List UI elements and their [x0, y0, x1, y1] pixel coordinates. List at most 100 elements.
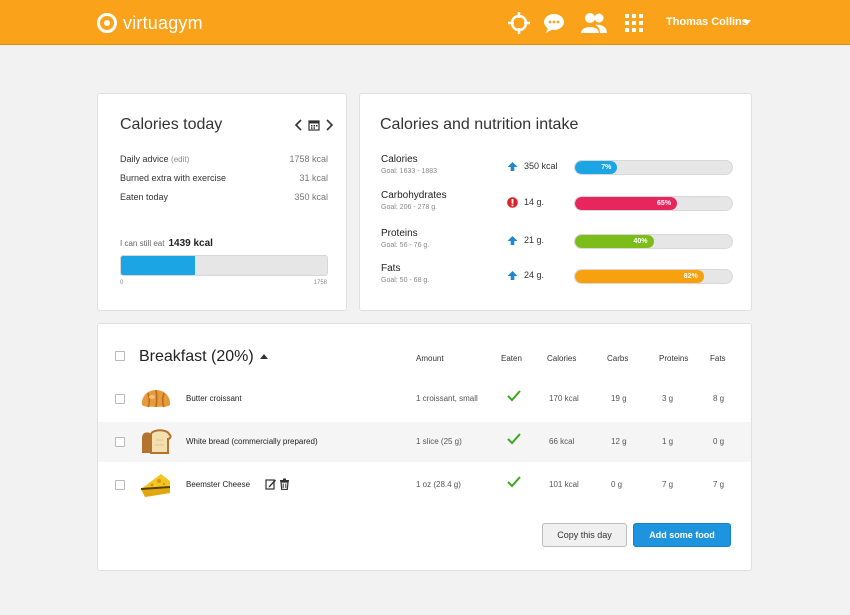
nutrient-progress-bar: 65%	[574, 196, 733, 211]
eaten-check-icon[interactable]	[507, 476, 521, 488]
collapse-meal-caret-icon[interactable]	[260, 354, 268, 359]
up-arrow-icon	[507, 271, 518, 280]
remaining-calories-bar-fill	[121, 256, 196, 275]
nutrient-goal: Goal: 206 - 278 g.	[381, 204, 438, 211]
food-select-checkbox[interactable]	[115, 480, 125, 490]
eaten-today-label: Eaten today	[120, 192, 169, 202]
apps-grid-icon[interactable]	[624, 11, 644, 35]
column-header-proteins: Proteins	[659, 354, 689, 363]
column-header-eaten: Eaten	[501, 354, 522, 363]
food-calories: 66 kcal	[549, 437, 575, 446]
remaining-calories-bar	[120, 255, 328, 276]
food-select-checkbox[interactable]	[115, 394, 125, 404]
user-name[interactable]: Thomas Collins	[666, 16, 748, 28]
column-header-fats: Fats	[710, 354, 726, 363]
food-name[interactable]: Beemster Cheese	[186, 480, 251, 489]
burned-extra-row: Burned extra with exercise 31 kcal	[120, 173, 328, 183]
user-menu-caret-icon[interactable]	[743, 20, 751, 25]
nutrient-goal: Goal: 50 - 68 g.	[381, 277, 430, 284]
logo-ring-icon	[97, 13, 117, 33]
meal-title: Breakfast (20%)	[139, 348, 254, 365]
food-row[interactable]: Beemster Cheese 1 oz (28.4 g) 101 kcal 0 g 7…	[98, 465, 751, 505]
food-fats: 0 g	[713, 437, 725, 446]
nutrient-amount: 350 kcal	[524, 161, 558, 171]
food-amount: 1 slice (25 g)	[416, 437, 462, 446]
food-carbs: 0 g	[611, 480, 623, 489]
brand-name: virtuagym	[123, 12, 203, 33]
food-amount: 1 croissant, small	[416, 394, 478, 403]
nutrient-name: Proteins	[381, 228, 418, 239]
date-navigation	[294, 119, 334, 131]
nutrient-progress-bar: 82%	[574, 269, 733, 284]
up-arrow-icon	[507, 162, 518, 171]
bar-max-label: 1758	[313, 280, 327, 286]
eaten-check-icon[interactable]	[507, 433, 521, 445]
daily-advice-label: Daily advice	[120, 154, 169, 164]
nutrient-progress-fill: 65%	[575, 197, 678, 210]
meal-select-all-checkbox[interactable]	[115, 351, 125, 361]
burned-extra-label: Burned extra with exercise	[120, 173, 227, 183]
food-proteins: 3 g	[662, 394, 674, 403]
bar-min-label: 0	[120, 280, 124, 286]
breakfast-meal-card: Breakfast (20%) Amount Eaten Calories Ca…	[97, 323, 752, 571]
edit-daily-advice-link[interactable]: (edit)	[171, 155, 190, 164]
nutrient-percent-label: 82%	[683, 273, 698, 280]
users-icon[interactable]	[580, 11, 608, 35]
can-still-eat-label: I can still eat	[120, 239, 165, 248]
food-fats: 7 g	[713, 480, 725, 489]
nutrient-name: Carbohydrates	[381, 190, 447, 201]
nutrient-progress-fill: 7%	[575, 161, 618, 174]
eaten-today-value: 350 kcal	[294, 192, 328, 202]
chat-icon[interactable]	[542, 11, 566, 35]
chevron-right-icon[interactable]	[324, 119, 334, 131]
copy-this-day-button[interactable]: Copy this day	[542, 523, 627, 547]
food-carbs: 12 g	[611, 437, 627, 446]
nutrient-progress-bar: 40%	[574, 234, 733, 249]
nutrition-row: Calories Goal: 1633 - 1883 350 kcal 7%	[381, 154, 733, 184]
food-proteins: 7 g	[662, 480, 674, 489]
column-header-carbs: Carbs	[607, 354, 629, 363]
column-header-amount: Amount	[416, 354, 444, 363]
food-proteins: 1 g	[662, 437, 674, 446]
food-calories: 101 kcal	[549, 480, 579, 489]
edit-icon[interactable]	[265, 478, 276, 490]
croissant-icon	[141, 389, 171, 408]
nutrition-row: Proteins Goal: 56 - 76 g. 21 g. 40%	[381, 228, 733, 258]
food-carbs: 19 g	[611, 394, 627, 403]
nutrient-progress-bar: 7%	[574, 160, 733, 175]
food-name[interactable]: Butter croissant	[186, 394, 242, 403]
eaten-today-row: Eaten today 350 kcal	[120, 192, 328, 202]
eaten-check-icon[interactable]	[507, 390, 521, 402]
trash-icon[interactable]	[279, 478, 290, 490]
add-some-food-button[interactable]: Add some food	[633, 523, 731, 547]
burned-extra-value: 31 kcal	[299, 173, 328, 183]
food-row[interactable]: White bread (commercially prepared) 1 sli…	[98, 422, 751, 462]
nutrient-goal: Goal: 56 - 76 g.	[381, 242, 430, 249]
food-row[interactable]: Butter croissant 1 croissant, small 170 kc…	[98, 379, 751, 419]
top-bar: virtuagym Thomas Collins	[0, 0, 850, 45]
nutrient-percent-label: 65%	[657, 200, 672, 207]
nutrient-amount: 24 g.	[524, 270, 545, 280]
nutrient-name: Calories	[381, 154, 418, 165]
nutrition-intake-card: Calories and nutrition intake Calories Go…	[359, 93, 752, 311]
nutrient-percent-label: 40%	[633, 238, 648, 245]
virtuagym-logo[interactable]: virtuagym	[97, 12, 203, 34]
calories-today-card: Calories today Daily advice (edit) 1758 …	[97, 93, 347, 311]
nutrient-progress-fill: 82%	[575, 270, 704, 283]
daily-advice-row: Daily advice (edit) 1758 kcal	[120, 154, 328, 164]
nutrient-goal: Goal: 1633 - 1883	[381, 168, 438, 175]
crosshair-icon[interactable]	[507, 11, 531, 35]
food-name[interactable]: White bread (commercially prepared)	[186, 437, 318, 446]
food-select-checkbox[interactable]	[115, 437, 125, 447]
food-calories: 170 kcal	[549, 394, 579, 403]
nutrient-amount: 21 g.	[524, 235, 545, 245]
nutrient-progress-fill: 40%	[575, 235, 654, 248]
bread-icon	[142, 429, 172, 454]
nutrition-intake-title: Calories and nutrition intake	[380, 116, 579, 133]
chevron-left-icon[interactable]	[294, 119, 304, 131]
calendar-icon[interactable]	[308, 119, 320, 131]
column-header-calories: Calories	[547, 354, 577, 363]
nutrient-name: Fats	[381, 263, 401, 274]
nutrition-row: Carbohydrates Goal: 206 - 278 g. 14 g. 65%	[381, 190, 733, 220]
food-amount: 1 oz (28.4 g)	[416, 480, 461, 489]
